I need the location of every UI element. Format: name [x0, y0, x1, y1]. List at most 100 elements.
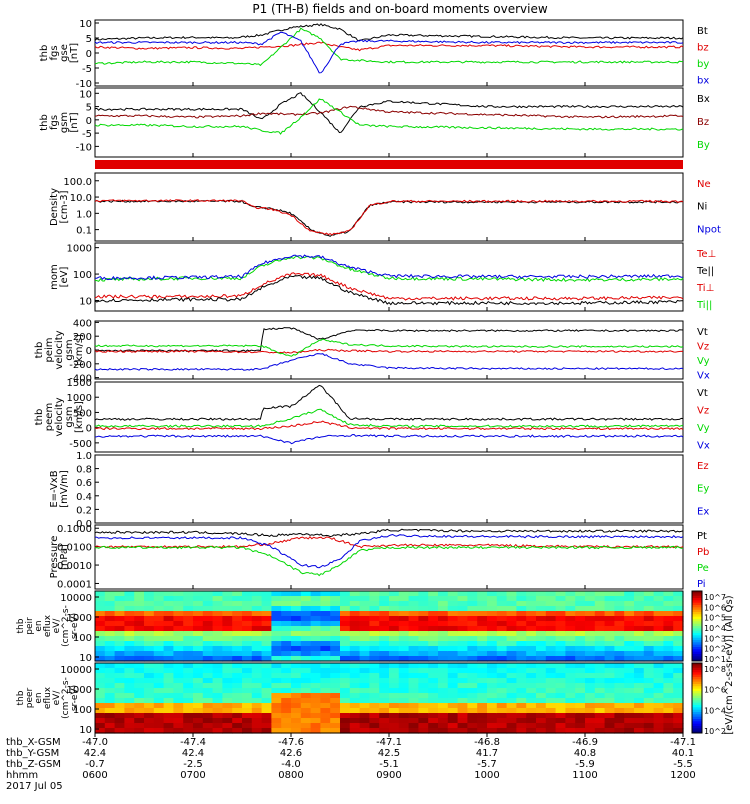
spectrogram-cell [163, 693, 174, 699]
spectrogram-cell [163, 673, 174, 679]
spectrogram-cell [496, 616, 508, 622]
spectrogram-cell [487, 651, 498, 657]
spectrogram-cell [379, 698, 390, 704]
spectrogram-cell [487, 656, 498, 662]
spectrogram-cell [193, 708, 204, 714]
spectrogram-cell [340, 688, 351, 694]
spectrogram-cell [643, 663, 655, 669]
spectrogram-cell [183, 663, 194, 669]
spectrogram-cell [624, 591, 635, 597]
spectrogram-cell [447, 596, 459, 602]
spectrogram-cell [447, 713, 459, 719]
spectrogram-cell [379, 651, 390, 657]
spectrogram-cell [634, 728, 645, 734]
spectrogram-cell [359, 703, 370, 709]
spectrogram-cell [212, 713, 223, 719]
spectrogram-cell [379, 606, 390, 612]
spectrogram-cell [447, 591, 459, 597]
spectrogram-cell [467, 626, 478, 632]
spectrogram-cell [369, 651, 380, 657]
spectrogram-cell [281, 693, 292, 699]
ytick-label: 1.0 [76, 451, 92, 462]
spectrogram-cell [506, 688, 517, 694]
ytick-label: 1000 [67, 685, 92, 696]
spectrogram-cell [95, 631, 106, 637]
spectrogram-cell [673, 708, 684, 714]
spectrogram-cell [585, 611, 596, 617]
spectrogram-cell [398, 651, 410, 657]
spectrogram-cell [202, 616, 214, 622]
spectrogram-cell [251, 723, 263, 729]
spectrogram-cell [379, 723, 390, 729]
spectrogram-cell [408, 708, 419, 714]
spectrogram-cell [124, 636, 135, 642]
spectrogram-cell [447, 631, 459, 637]
spectrogram-cell [330, 606, 341, 612]
spectrogram-cell [614, 663, 625, 669]
legend-Vt: Vt [697, 327, 708, 338]
spectrogram-cell [408, 703, 419, 709]
spectrogram-cell [457, 616, 468, 622]
spectrogram-cell [506, 646, 517, 652]
spectrogram-cell [320, 728, 331, 734]
colorbar-cell [692, 726, 702, 729]
spectrogram-cell [359, 631, 370, 637]
ylabel-line: fgs [49, 45, 60, 60]
spectrogram-cell [369, 631, 380, 637]
spectrogram-cell [261, 713, 272, 719]
spectrogram-cell [477, 728, 488, 734]
spectrogram-cell [359, 621, 370, 627]
ytick-label: 0 [86, 346, 92, 357]
spectrogram-cell [389, 596, 400, 602]
spectrogram-cell [330, 656, 341, 662]
spectrogram-cell [310, 723, 321, 729]
ylabel-line: gse [59, 44, 70, 62]
spectrogram-cell [506, 693, 517, 699]
spectrogram-cell [496, 651, 508, 657]
spectrogram-cell [506, 611, 517, 617]
spectrogram-cell [134, 698, 145, 704]
spectrogram-cell [144, 678, 155, 684]
spectrogram-cell [349, 723, 361, 729]
spectrogram-cell [144, 626, 155, 632]
spectrogram-cell [379, 616, 390, 622]
spectrogram-cell [349, 693, 361, 699]
spectrogram-cell [457, 656, 468, 662]
spectrogram-cell [349, 606, 361, 612]
spectrogram-cell [232, 606, 243, 612]
spectrogram-cell [438, 678, 449, 684]
spectrogram-cell [585, 698, 596, 704]
spectrogram-cell [379, 621, 390, 627]
spectrogram-cell [261, 693, 272, 699]
colorbar-cell [692, 688, 702, 692]
spectrogram-cell [457, 663, 468, 669]
spectrogram-cell [124, 651, 135, 657]
spectrogram-cell [212, 641, 223, 647]
spectrogram-cell [663, 728, 674, 734]
spectrogram-cell [624, 708, 635, 714]
spectrogram-cell [261, 611, 272, 617]
spectrogram-cell [653, 673, 664, 679]
spectrogram-cell [389, 631, 400, 637]
spectrogram-cell [594, 698, 606, 704]
spectrogram-cell [124, 663, 135, 669]
legend-Ne: Ne [697, 179, 711, 190]
spectrogram-cell [585, 683, 596, 689]
spectrogram-cell [261, 708, 272, 714]
spectrogram-cell [330, 631, 341, 637]
spectrogram-cell [232, 611, 243, 617]
spectrogram-cell [320, 698, 331, 704]
colorbar-cell [692, 698, 702, 701]
spectrogram-cell [536, 718, 547, 724]
spectrogram-cell [545, 703, 557, 709]
spectrogram-cell [594, 728, 606, 734]
spectrogram-cell [330, 611, 341, 617]
spectrogram-cell [673, 678, 684, 684]
spectrogram-cell [330, 698, 341, 704]
date-label: 2017 Jul 05 [6, 781, 63, 792]
ylabel-line: [nT] [69, 112, 80, 132]
spectrogram-cell [330, 636, 341, 642]
